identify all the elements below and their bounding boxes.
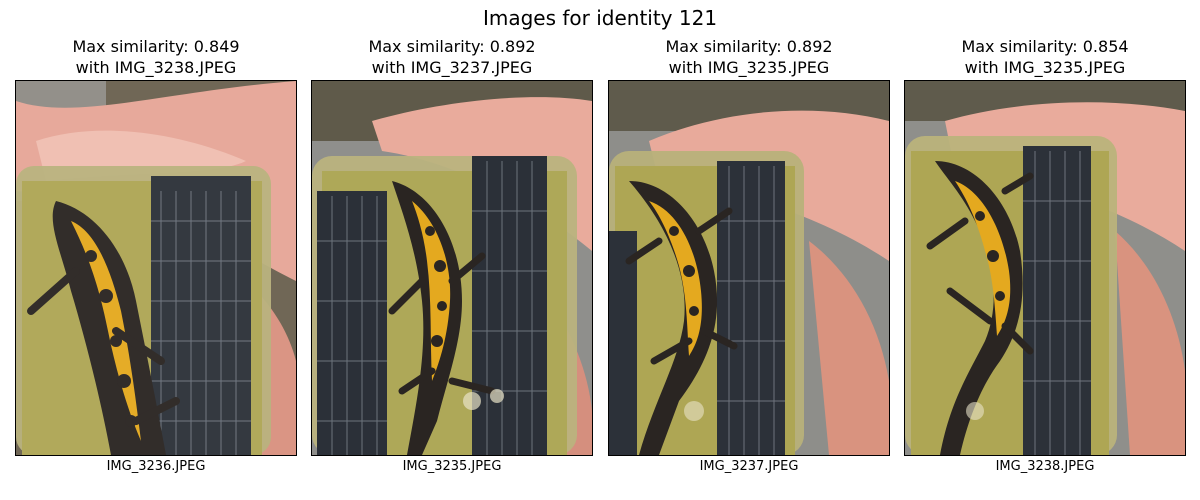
panel-title: Max similarity: 0.892 with IMG_3235.JPEG [588,36,910,78]
figure-title: Images for identity 121 [482,6,718,30]
newt-photo [608,80,890,456]
panel-title: Max similarity: 0.849 with IMG_3238.JPEG [0,36,317,78]
image-panel-4: Max similarity: 0.854 with IMG_3235.JPEG [904,0,1186,500]
image-filename: IMG_3235.JPEG [402,459,502,474]
match-label: with IMG_3235.JPEG [668,58,830,77]
newt-photo [904,80,1186,456]
match-label: with IMG_3235.JPEG [964,58,1126,77]
panel-title: Max similarity: 0.854 with IMG_3235.JPEG [884,36,1200,78]
similarity-label: Max similarity: 0.892 [665,37,833,56]
image-panel-2: Max similarity: 0.892 with IMG_3237.JPEG [311,0,593,500]
similarity-label: Max similarity: 0.854 [961,37,1129,56]
newt-photo [15,80,297,456]
image-panel-3: Max similarity: 0.892 with IMG_3235.JPEG [608,0,890,500]
image-filename: IMG_3238.JPEG [995,459,1095,474]
image-filename: IMG_3237.JPEG [699,459,799,474]
similarity-label: Max similarity: 0.892 [368,37,536,56]
match-label: with IMG_3237.JPEG [371,58,533,77]
image-filename: IMG_3236.JPEG [106,459,206,474]
image-panel-1: Max similarity: 0.849 with IMG_3238.JPEG [15,0,297,500]
match-label: with IMG_3238.JPEG [75,58,237,77]
similarity-label: Max similarity: 0.849 [72,37,240,56]
newt-photo [311,80,593,456]
panel-title: Max similarity: 0.892 with IMG_3237.JPEG [291,36,613,78]
